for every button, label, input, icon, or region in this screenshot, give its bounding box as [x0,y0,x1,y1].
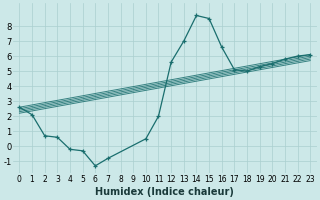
X-axis label: Humidex (Indice chaleur): Humidex (Indice chaleur) [95,187,234,197]
